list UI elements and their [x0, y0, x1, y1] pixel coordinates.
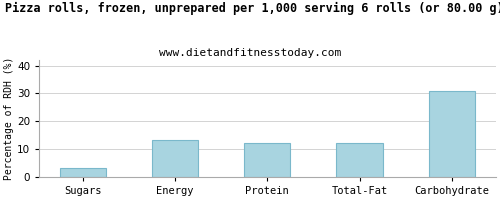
Bar — [60, 168, 106, 177]
Text: Pizza rolls, frozen, unprepared per 1,000 serving 6 rolls (or 80.00 g): Pizza rolls, frozen, unprepared per 1,00… — [5, 2, 500, 15]
Bar — [336, 143, 382, 177]
Text: www.dietandfitnesstoday.com: www.dietandfitnesstoday.com — [159, 48, 341, 58]
Y-axis label: Percentage of RDH (%): Percentage of RDH (%) — [4, 57, 14, 180]
Bar — [244, 143, 290, 177]
Bar — [428, 91, 475, 177]
Bar — [152, 140, 198, 177]
